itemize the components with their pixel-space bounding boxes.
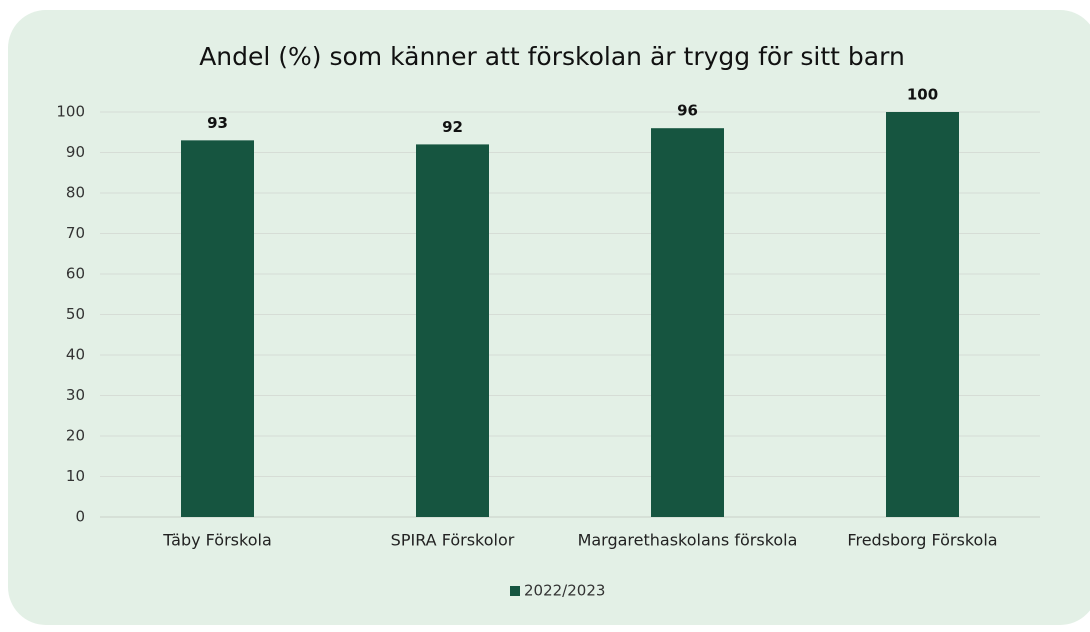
y-tick-label: 30 — [66, 386, 85, 404]
y-tick-label: 100 — [56, 103, 85, 121]
x-tick-label: Fredsborg Förskola — [847, 531, 997, 550]
y-tick-label: 20 — [66, 427, 85, 445]
data-label: 93 — [207, 114, 228, 132]
bar — [416, 144, 489, 517]
bar — [181, 140, 254, 517]
y-tick-label: 10 — [66, 467, 85, 485]
y-tick-label: 80 — [66, 184, 85, 202]
x-tick-label: Margarethaskolans förskola — [578, 531, 798, 550]
bar — [886, 112, 959, 517]
y-tick-label: 40 — [66, 346, 85, 364]
chart-title: Andel (%) som känner att förskolan är tr… — [199, 42, 905, 71]
y-tick-label: 60 — [66, 265, 85, 283]
chart-background — [8, 10, 1090, 625]
y-tick-label: 70 — [66, 224, 85, 242]
legend-swatch — [510, 586, 520, 596]
legend-label: 2022/2023 — [524, 582, 605, 600]
data-label: 100 — [907, 86, 938, 104]
y-tick-label: 90 — [66, 143, 85, 161]
y-tick-label: 50 — [66, 305, 85, 323]
x-tick-label: SPIRA Förskolor — [391, 531, 515, 550]
x-tick-label: Täby Förskola — [162, 531, 272, 550]
y-tick-label: 0 — [75, 508, 85, 526]
data-label: 96 — [677, 102, 698, 120]
data-label: 92 — [442, 118, 463, 136]
bar — [651, 128, 724, 517]
